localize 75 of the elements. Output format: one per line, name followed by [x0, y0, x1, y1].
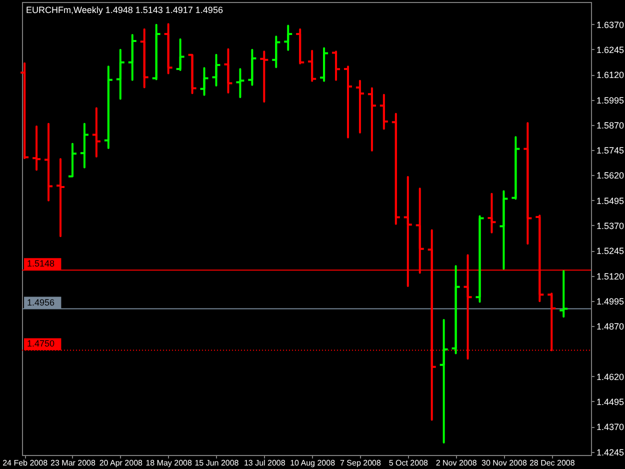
candlestick [127, 34, 138, 81]
candlestick [259, 50, 270, 103]
y-tick-label: 1.5495 [596, 196, 624, 206]
candlestick [151, 24, 162, 80]
x-tick-label: 20 Apr 2008 [99, 458, 144, 468]
candlestick [211, 54, 222, 86]
x-tick-label: 15 Jun 2008 [194, 458, 240, 468]
candlestick [20, 62, 30, 160]
candlestick [175, 38, 186, 71]
y-tick-label: 1.6370 [596, 20, 624, 30]
candlestick [307, 50, 318, 82]
candlestick [44, 122, 54, 202]
x-tick-label: 24 Feb 2008 [2, 458, 48, 468]
candlestick [474, 215, 485, 303]
candlestick [91, 107, 102, 158]
y-tick-label: 1.4245 [596, 447, 624, 458]
candlestick [510, 136, 521, 200]
candlestick [438, 319, 449, 444]
y-tick-label: 1.4620 [596, 372, 624, 382]
y-tick-label: 1.5370 [596, 220, 624, 231]
candlestick [199, 67, 210, 96]
y-tick-label: 1.6120 [596, 70, 624, 80]
candlestick [139, 28, 150, 88]
ref-line-label: 1.4956 [27, 297, 55, 308]
x-tick-label: 23 Mar 2008 [50, 458, 96, 468]
y-tick-label: 1.4870 [596, 322, 624, 332]
candlestick [498, 190, 509, 270]
x-tick-label: 28 Dec 2008 [529, 458, 576, 468]
candlestick [103, 66, 114, 150]
y-tick-label: 1.5995 [596, 95, 624, 106]
y-tick-label: 1.4995 [596, 296, 624, 306]
x-tick-label: 30 Nov 2008 [482, 458, 528, 468]
x-tick-label: 5 Oct 2008 [388, 458, 429, 468]
candlestick [450, 265, 461, 354]
candlestick [390, 112, 401, 225]
x-tick-label: 7 Sep 2008 [340, 458, 382, 468]
candlestick [522, 122, 533, 245]
candlestick [534, 214, 545, 302]
candlestick [558, 270, 569, 318]
ref-line-label: 1.4750 [27, 338, 55, 349]
x-tick-label: 18 May 2008 [146, 458, 192, 468]
candlestick [235, 68, 246, 98]
candlestick [366, 87, 377, 152]
candlestick [331, 50, 342, 81]
candlestick [163, 23, 174, 74]
y-tick-label: 1.5120 [596, 271, 624, 282]
ref-line-label: 1.5148 [27, 258, 55, 269]
y-tick-label: 1.4495 [596, 396, 624, 407]
candlestick [426, 229, 437, 421]
candlestick [283, 24, 294, 51]
candlestick [486, 192, 497, 234]
y-tick-label: 1.6245 [596, 44, 624, 55]
y-tick-label: 1.5870 [596, 120, 624, 130]
candlestick [354, 80, 365, 134]
candlestick [79, 122, 90, 168]
candlestick [378, 94, 389, 130]
candlestick [115, 48, 126, 100]
x-tick-label: 2 Nov 2008 [436, 458, 478, 468]
x-tick-label: 13 Jul 2008 [244, 458, 286, 468]
candlestick [32, 126, 42, 171]
candlestick [56, 158, 66, 238]
candlestick [295, 28, 306, 64]
candlestick [223, 48, 234, 94]
y-tick-label: 1.5620 [596, 170, 624, 181]
chart-title: EURCHFm,Weekly 1.4948 1.5143 1.4917 1.4956 [26, 5, 223, 15]
candlestick [67, 142, 78, 178]
x-tick-label: 10 Aug 2008 [290, 458, 336, 468]
candlestick [247, 48, 258, 86]
y-tick-label: 1.5745 [596, 146, 624, 156]
candlestick [319, 47, 330, 82]
y-tick-label: 1.5245 [596, 246, 624, 256]
candlestick [271, 36, 282, 68]
y-tick-label: 1.4370 [596, 422, 624, 432]
candlestick [343, 66, 353, 138]
candlestick [187, 54, 198, 94]
